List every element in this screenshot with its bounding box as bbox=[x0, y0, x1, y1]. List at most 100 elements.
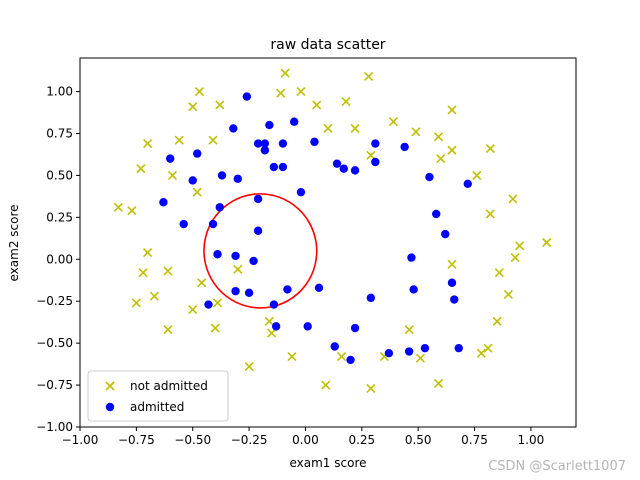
data-point-not-admitted bbox=[515, 241, 525, 251]
data-point-not-admitted bbox=[510, 253, 520, 263]
y-tick-label: 0.50 bbox=[46, 168, 73, 182]
data-point-not-admitted bbox=[503, 289, 513, 300]
data-point-admitted bbox=[400, 142, 409, 152]
data-point-not-admitted bbox=[321, 380, 331, 390]
data-point-admitted bbox=[244, 288, 254, 298]
data-point-admitted bbox=[283, 285, 292, 294]
data-point-not-admitted bbox=[143, 247, 153, 258]
data-point-admitted bbox=[346, 355, 355, 365]
data-point-admitted bbox=[193, 149, 202, 158]
data-point-admitted bbox=[159, 198, 168, 207]
data-point-admitted bbox=[366, 293, 376, 303]
x-tick-label: −0.50 bbox=[174, 433, 211, 447]
data-point-admitted bbox=[450, 295, 459, 304]
data-point-admitted bbox=[447, 278, 457, 287]
data-point-not-admitted bbox=[192, 187, 202, 197]
decision-boundary-layer bbox=[203, 193, 318, 309]
data-point-admitted bbox=[314, 283, 324, 292]
data-point-admitted bbox=[165, 154, 175, 163]
data-point-not-admitted bbox=[364, 71, 374, 82]
data-point-not-admitted bbox=[174, 135, 184, 145]
data-point-not-admitted bbox=[312, 100, 322, 110]
data-point-not-admitted bbox=[127, 206, 137, 216]
data-point-admitted bbox=[233, 174, 243, 183]
data-point-not-admitted bbox=[341, 97, 351, 107]
data-point-not-admitted bbox=[131, 298, 141, 308]
data-point-admitted bbox=[204, 300, 213, 309]
data-point-admitted bbox=[253, 226, 263, 235]
data-point-not-admitted bbox=[366, 150, 376, 160]
data-point-not-admitted bbox=[194, 86, 205, 97]
data-point-admitted bbox=[371, 157, 380, 167]
decision-boundary-curve bbox=[203, 193, 318, 309]
data-point-not-admitted bbox=[267, 328, 277, 338]
data-point-admitted bbox=[271, 322, 281, 331]
data-point-not-admitted bbox=[233, 264, 243, 274]
data-point-admitted bbox=[441, 229, 450, 239]
data-point-admitted bbox=[454, 343, 463, 353]
data-point-not-admitted bbox=[280, 68, 290, 78]
data-point-admitted bbox=[231, 251, 240, 261]
data-point-not-admitted bbox=[264, 316, 274, 326]
data-point-not-admitted bbox=[492, 316, 502, 326]
data-point-admitted bbox=[208, 219, 218, 229]
data-point-not-admitted bbox=[163, 325, 173, 335]
legend-label-admitted: admitted bbox=[130, 400, 184, 414]
data-point-not-admitted bbox=[436, 154, 446, 164]
x-axis-ticks: −1.00 −0.75 −0.50 −0.25 0.00 0.25 0.50 0.75 1.00 bbox=[62, 427, 544, 447]
data-point-not-admitted bbox=[336, 351, 347, 362]
data-point-not-admitted bbox=[136, 164, 146, 174]
data-point-admitted bbox=[425, 172, 434, 182]
data-point-admitted bbox=[253, 139, 263, 148]
data-point-admitted bbox=[407, 253, 416, 262]
data-point-not-admitted bbox=[366, 383, 376, 393]
data-point-not-admitted bbox=[210, 323, 220, 333]
data-points-layer bbox=[113, 68, 552, 393]
data-point-admitted bbox=[420, 343, 430, 353]
data-point-not-admitted bbox=[411, 127, 421, 137]
data-point-not-admitted bbox=[485, 209, 495, 219]
data-point-not-admitted bbox=[447, 259, 457, 269]
data-point-admitted bbox=[260, 146, 270, 155]
x-axis-label: exam1 score bbox=[289, 456, 366, 470]
data-point-not-admitted bbox=[485, 144, 495, 154]
data-point-admitted bbox=[310, 137, 319, 147]
data-point-admitted bbox=[296, 187, 306, 197]
data-point-not-admitted bbox=[244, 362, 254, 372]
data-point-admitted bbox=[217, 171, 227, 180]
data-point-admitted bbox=[463, 179, 472, 188]
y-tick-label: 0.00 bbox=[46, 252, 73, 266]
data-point-admitted bbox=[350, 323, 360, 333]
legend-label-not-admitted: not admitted bbox=[130, 379, 208, 393]
data-point-admitted bbox=[371, 139, 380, 148]
y-tick-label: 0.75 bbox=[46, 126, 73, 140]
data-point-not-admitted bbox=[296, 86, 306, 97]
data-point-not-admitted bbox=[433, 132, 444, 142]
data-point-not-admitted bbox=[494, 268, 504, 278]
data-point-admitted bbox=[303, 322, 312, 331]
x-tick-label: −1.00 bbox=[62, 433, 99, 447]
legend-box bbox=[87, 370, 229, 422]
plot-frame bbox=[79, 57, 577, 428]
y-tick-label: 1.00 bbox=[46, 85, 73, 99]
legend: not admitted admitted bbox=[87, 370, 229, 422]
data-point-not-admitted bbox=[447, 145, 457, 155]
x-tick-label: 0.50 bbox=[405, 433, 432, 447]
data-point-admitted bbox=[229, 124, 238, 133]
data-point-not-admitted bbox=[447, 105, 457, 115]
data-point-not-admitted bbox=[323, 123, 333, 134]
legend-x-marker bbox=[105, 381, 115, 391]
data-point-admitted bbox=[231, 286, 240, 296]
data-point-admitted bbox=[188, 176, 197, 185]
data-point-admitted bbox=[269, 300, 279, 309]
x-tick-label: 0.00 bbox=[292, 433, 319, 447]
watermark: CSDN @Scarlett1007 bbox=[488, 459, 626, 474]
data-point-admitted bbox=[179, 219, 188, 229]
data-point-not-admitted bbox=[188, 102, 198, 112]
data-point-not-admitted bbox=[388, 117, 398, 127]
data-point-admitted bbox=[215, 203, 224, 212]
data-point-admitted bbox=[265, 120, 274, 130]
x-tick-label: 0.25 bbox=[348, 433, 375, 447]
data-point-not-admitted bbox=[143, 138, 153, 149]
